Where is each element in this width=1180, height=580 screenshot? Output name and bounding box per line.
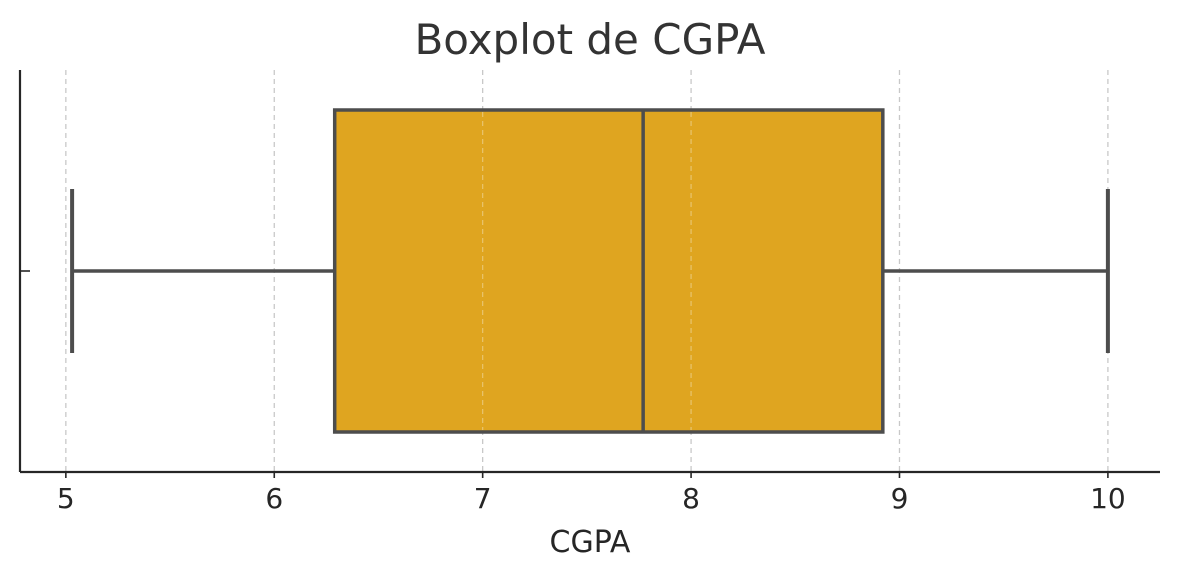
x-axis-label: CGPA — [550, 525, 631, 560]
x-tick-label: 7 — [474, 482, 492, 515]
box-group — [70, 108, 1110, 434]
axes — [18, 70, 1160, 474]
x-tick-label: 5 — [57, 482, 75, 515]
chart-title: Boxplot de CGPA — [414, 15, 765, 64]
x-ticks: 5 6 7 8 9 10 — [57, 472, 1126, 515]
iqr-box — [332, 108, 885, 434]
x-tick-label: 9 — [891, 482, 909, 515]
x-tick-label: 6 — [265, 482, 283, 515]
x-tick-label: 8 — [682, 482, 700, 515]
x-tick-label: 10 — [1090, 482, 1126, 515]
